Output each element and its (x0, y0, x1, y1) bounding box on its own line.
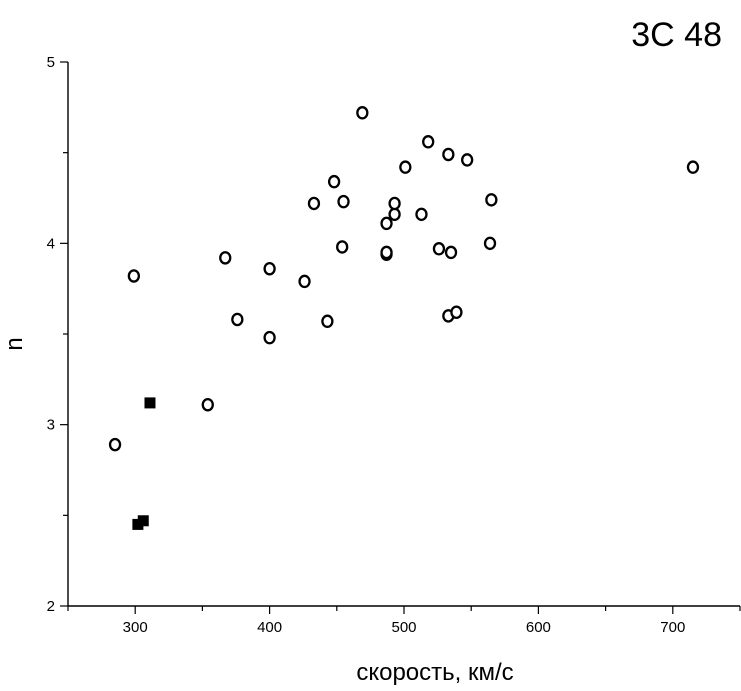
y-axis-label: n (1, 337, 28, 350)
data-point-circle (356, 106, 369, 120)
x-tick-label: 500 (391, 619, 416, 636)
data-point-circle (485, 193, 498, 207)
x-axis-ticks: 300 400 500 600 700 (67, 606, 741, 636)
data-point-circle (388, 207, 401, 222)
axes (67, 62, 740, 607)
data-point-circle (108, 437, 122, 452)
y-tick-label: 3 (47, 417, 55, 434)
data-point-circle (380, 245, 393, 260)
data-point-circle (380, 216, 393, 231)
chart-title: 3C 48 (631, 16, 722, 54)
data-point-circle (336, 240, 349, 254)
data-point-circle (422, 135, 435, 149)
data-point-circle (442, 147, 455, 162)
data-point-circle (388, 196, 401, 211)
data-point-circle (263, 261, 276, 276)
data-point-square (144, 397, 156, 409)
data-point-circle (127, 269, 141, 283)
x-axis-label: скорость, км/с (356, 659, 513, 686)
data-point-circle (263, 330, 276, 345)
y-tick-label: 4 (47, 235, 55, 252)
data-point-circle (450, 305, 463, 319)
data-point-circle (231, 312, 244, 327)
x-tick-label: 300 (123, 619, 148, 636)
data-point-circle (327, 174, 341, 189)
y-tick-label: 2 (47, 598, 55, 615)
x-tick-label: 700 (660, 619, 685, 636)
x-tick-label: 600 (526, 619, 551, 636)
data-point-circle (201, 397, 214, 412)
data-point-circle (483, 236, 497, 251)
data-points (108, 106, 700, 530)
x-tick-label: 400 (257, 619, 282, 636)
data-point-circle (337, 194, 350, 209)
data-point-circle (444, 245, 458, 260)
data-point-square (137, 515, 149, 527)
data-point-circle (415, 207, 428, 222)
data-point-circle (298, 274, 311, 289)
data-point-circle (219, 251, 232, 265)
data-point-circle (321, 314, 334, 329)
data-point-circle (461, 153, 474, 167)
y-axis-ticks: 2 3 4 5 (47, 54, 68, 615)
y-tick-label: 5 (47, 54, 55, 71)
data-point-circle (307, 196, 321, 211)
data-point-circle (432, 242, 446, 256)
data-point-circle (686, 160, 700, 174)
data-point-circle (399, 160, 412, 174)
